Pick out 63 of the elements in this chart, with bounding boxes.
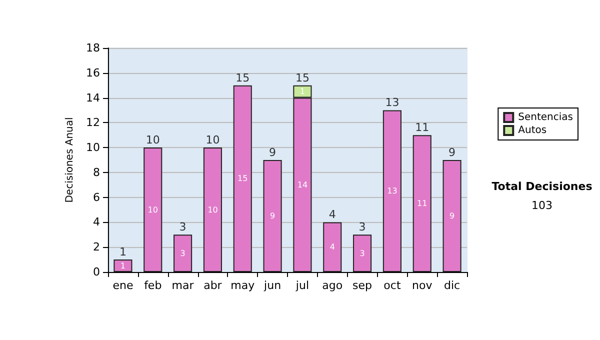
y-tick-label: 14: [86, 91, 100, 104]
bar: [353, 234, 372, 272]
bar: [203, 148, 222, 272]
total-label: 10: [146, 134, 160, 147]
x-tick-label: oct: [384, 279, 402, 292]
y-tick-label: 0: [93, 266, 100, 278]
x-tick-label: jul: [294, 279, 310, 292]
total-label: 10: [206, 134, 220, 147]
data-label: 3: [360, 248, 365, 258]
data-label: 3: [180, 248, 186, 258]
data-label: 15: [238, 174, 248, 184]
text: 103: [532, 199, 552, 212]
x-tick-label: sep: [352, 279, 372, 292]
x-tick-label: ago: [322, 279, 343, 292]
x-tick-label: mar: [172, 279, 194, 292]
y-axis-title: Decisiones Anual: [64, 117, 76, 203]
bar: [114, 260, 132, 272]
y-tick-label: 6: [93, 190, 100, 204]
bar: [442, 160, 462, 272]
x-tick-label: ene: [112, 279, 134, 292]
data-label: 14: [297, 180, 308, 190]
data-label: 1: [120, 261, 126, 270]
x-tick-label: may: [230, 279, 256, 292]
bar: [174, 234, 192, 272]
x-tick-label: dic: [444, 279, 460, 292]
data-label: 11: [417, 199, 428, 208]
data-label: 1: [300, 87, 306, 96]
legend-label: Sentencias: [518, 112, 574, 123]
total-label: 1: [119, 246, 126, 259]
bar: [263, 160, 282, 272]
x-tick-label: abr: [204, 279, 222, 292]
x-tick-label: feb: [144, 279, 162, 292]
text: Total Decisiones: [492, 180, 593, 193]
y-tick-label: 12: [86, 116, 100, 130]
total-label: 15: [236, 71, 250, 84]
y-tick-label: 4: [93, 216, 100, 229]
y-tick-label: 8: [93, 166, 100, 179]
total-label: 3: [179, 220, 186, 234]
data-label: 9: [270, 212, 276, 220]
x-tick-label: nov: [412, 279, 433, 292]
total-label: 11: [415, 121, 430, 134]
data-label: 4: [330, 242, 335, 252]
y-tick-label: 2: [93, 240, 100, 254]
y-tick-label: 16: [86, 66, 100, 80]
total-label: 9: [269, 146, 276, 159]
legend-label: Autos: [518, 125, 547, 136]
x-tick-label: jun: [263, 279, 282, 292]
total-label: 13: [385, 96, 400, 110]
total-label: 15: [295, 71, 310, 84]
y-tick-label: 18: [86, 42, 100, 54]
total-label: 4: [328, 208, 336, 222]
bar: [323, 222, 342, 272]
y-tick-label: 10: [86, 141, 100, 154]
data-label: 9: [449, 212, 455, 220]
bar: [144, 148, 162, 272]
data-label: 10: [208, 205, 218, 214]
data-label: 10: [148, 205, 158, 214]
total-label: 9: [448, 146, 456, 159]
bar: [412, 135, 432, 272]
bar: [233, 85, 252, 272]
data-label: 13: [387, 186, 398, 196]
bar: [382, 110, 402, 272]
total-label: 3: [358, 220, 366, 234]
